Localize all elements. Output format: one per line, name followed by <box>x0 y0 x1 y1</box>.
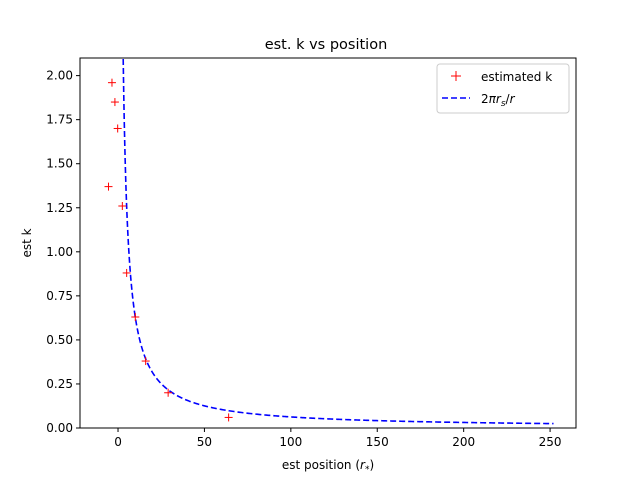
data-point <box>104 182 113 191</box>
data-point <box>122 268 131 277</box>
legend-label-estimated-k: estimated k <box>481 70 552 84</box>
x-tick-label: 200 <box>452 435 475 449</box>
legend-label-ratio: 2πrs/r <box>481 92 516 109</box>
y-axis-title: est k <box>20 228 34 257</box>
y-tick-label: 0.50 <box>46 333 73 347</box>
chart-title: est. k vs position <box>265 37 388 53</box>
y-tick-label: 0.75 <box>46 289 73 303</box>
data-point <box>141 357 150 366</box>
data-point <box>224 413 233 422</box>
series-ratio-curve <box>122 58 554 425</box>
x-axis-title: est position (r*) <box>282 458 374 475</box>
x-tick-label: 0 <box>114 435 122 449</box>
x-tick-label: 250 <box>539 435 562 449</box>
data-point <box>131 313 140 321</box>
data-point <box>110 98 119 107</box>
y-tick-label: 0.00 <box>46 421 73 435</box>
y-tick-label: 2.00 <box>46 69 73 83</box>
y-tick-label: 1.00 <box>46 245 73 259</box>
x-tick-label: 150 <box>366 435 389 449</box>
y-tick-label: 1.75 <box>46 113 73 127</box>
x-tick-label: 100 <box>279 435 302 449</box>
plot-area <box>104 58 554 425</box>
data-point <box>107 78 116 87</box>
y-tick-label: 1.50 <box>46 157 73 171</box>
data-point <box>164 388 173 397</box>
data-point <box>113 124 122 133</box>
legend: estimated k 2πrs/r <box>436 63 570 114</box>
x-tick-label: 50 <box>197 435 212 449</box>
legend-marker-estimated-k <box>451 71 461 81</box>
data-point <box>118 202 127 210</box>
axes-frame <box>79 57 577 429</box>
y-tick-label: 1.25 <box>46 201 73 215</box>
y-axis: 0.00 0.25 0.50 0.75 1.00 1.25 1.50 1.75 2.00 <box>46 69 80 435</box>
x-axis: 0 50 100 150 200 250 <box>114 428 562 449</box>
legend-box <box>436 63 570 114</box>
y-tick-label: 0.25 <box>46 377 73 391</box>
